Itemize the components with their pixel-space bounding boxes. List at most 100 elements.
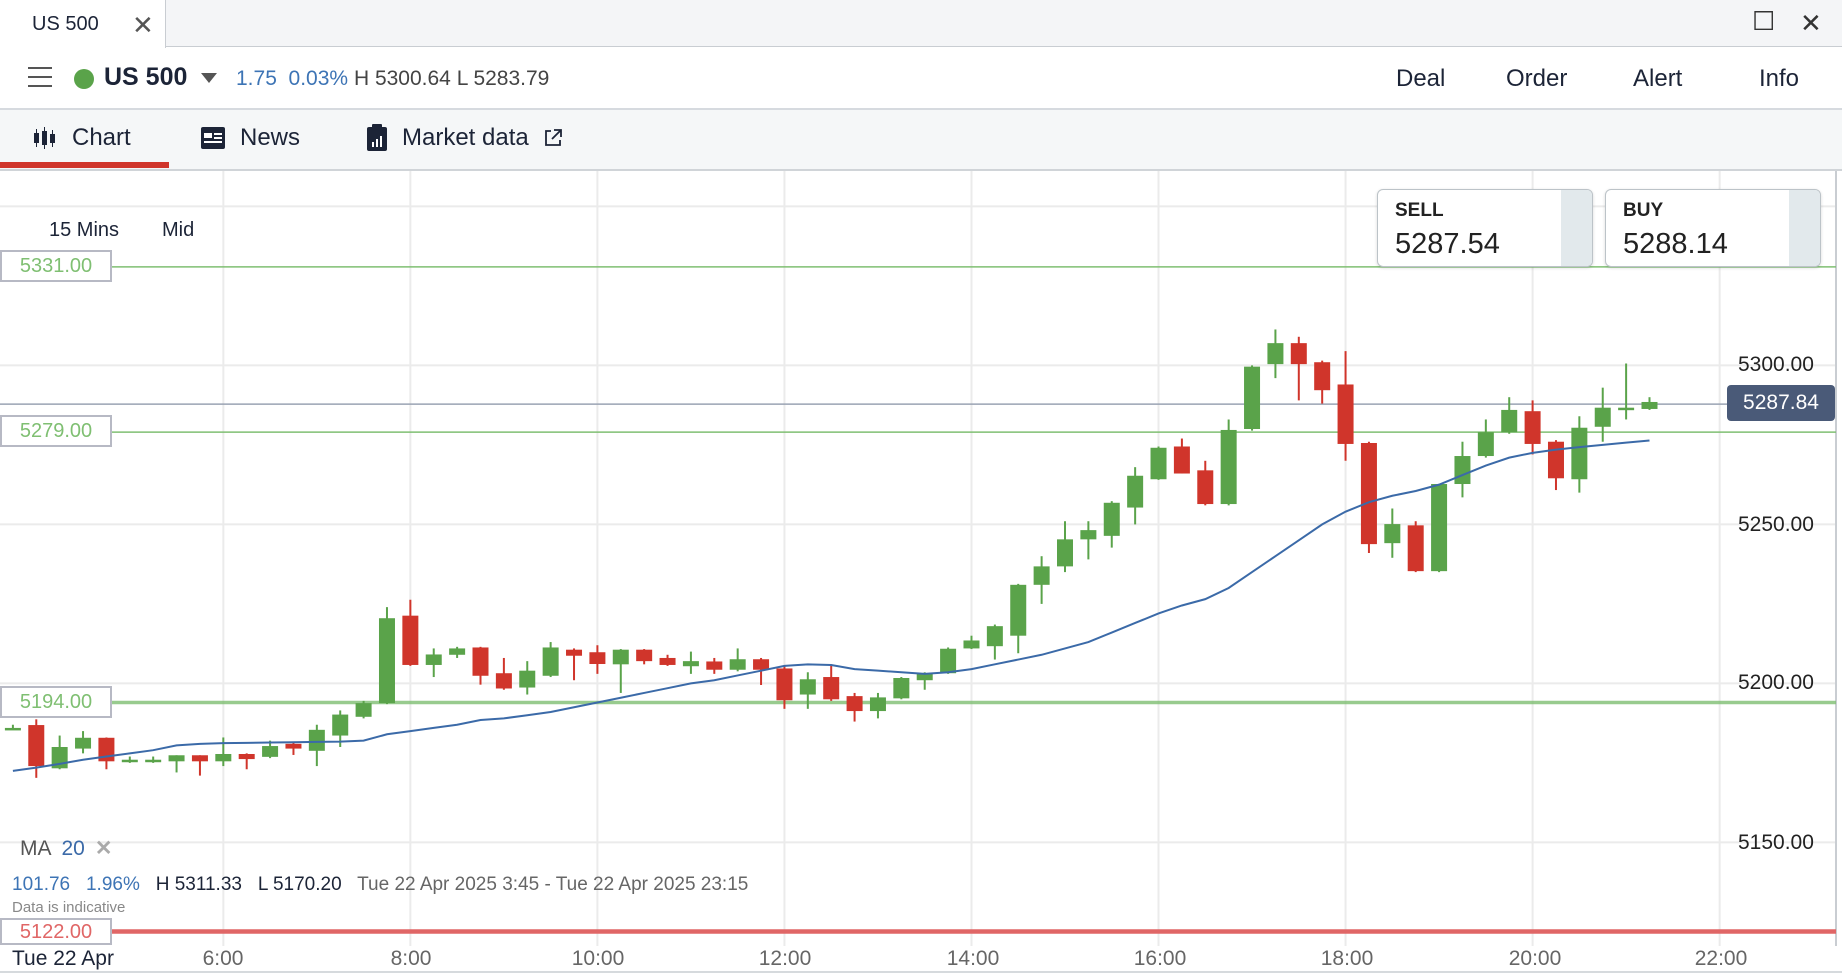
disclaimer: Data is indicative: [12, 899, 126, 916]
chevron-down-icon[interactable]: [201, 73, 217, 83]
level-label[interactable]: 5279.00: [0, 415, 112, 447]
candle-body: [1290, 343, 1307, 365]
range-dates: Tue 22 Apr 2025 3:45 - Tue 22 Apr 2025 2…: [357, 874, 749, 895]
price-type-selector[interactable]: Mid: [162, 219, 195, 241]
range-stats: 101.76 1.96% H 5311.33 L 5170.20 Tue 22 …: [12, 874, 748, 896]
candle-body: [566, 649, 583, 656]
x-tick-label: 12:00: [758, 947, 812, 970]
current-price-tag: 5287.84: [1727, 385, 1835, 421]
change-value: 1.75: [236, 67, 277, 90]
date-label: Tue 22 Apr: [10, 947, 116, 971]
newspaper-icon: [201, 127, 225, 149]
candle-body: [636, 649, 653, 662]
range-low: L 5170.20: [257, 874, 342, 895]
x-tick-label: 18:00: [1320, 947, 1374, 970]
buy-button[interactable]: BUY 5288.14: [1605, 189, 1821, 267]
candle-body: [1360, 442, 1377, 545]
candle-body: [1010, 584, 1027, 636]
candle-body: [425, 654, 442, 665]
close-icon[interactable]: ✕: [132, 10, 154, 40]
info-button[interactable]: Info: [1759, 65, 1800, 92]
candle-body: [823, 677, 840, 700]
price-chart[interactable]: [0, 171, 1842, 980]
y-tick-label: 5250.00: [1738, 513, 1814, 536]
level-label[interactable]: 5194.00: [0, 686, 112, 718]
alert-button[interactable]: Alert: [1633, 65, 1683, 92]
tab-us500[interactable]: US 500 ✕: [0, 0, 166, 48]
candle-body: [753, 659, 770, 670]
external-link-icon: [544, 129, 562, 146]
level-label[interactable]: 5122.00: [0, 918, 112, 945]
candle-body: [1431, 484, 1448, 572]
candle-body: [1641, 401, 1658, 409]
candle-body: [893, 677, 910, 699]
candle-body: [916, 673, 933, 681]
sell-button[interactable]: SELL 5287.54: [1377, 189, 1593, 267]
candle-body: [1244, 366, 1261, 429]
candle-body: [612, 649, 629, 665]
indicator-legend: MA 20 ✕: [20, 836, 112, 861]
candle-body: [1337, 384, 1354, 444]
candle-body: [986, 626, 1003, 647]
candle-body: [869, 697, 886, 712]
candle-body: [215, 753, 232, 762]
candle-body: [1197, 470, 1214, 505]
sell-side-panel: [1561, 190, 1592, 266]
deal-button[interactable]: Deal: [1396, 65, 1446, 92]
level-label[interactable]: 5331.00: [0, 250, 112, 282]
tab-chart[interactable]: Chart: [32, 124, 131, 152]
candle-body: [1618, 407, 1635, 411]
candle-body: [472, 647, 489, 676]
instrument-header: US 500 1.75 0.03% H 5300.64 L 5283.79 De…: [0, 47, 1842, 110]
candle-body: [963, 640, 980, 649]
candle-body: [1314, 362, 1331, 391]
candle-body: [706, 661, 723, 670]
candle-body: [1267, 343, 1284, 365]
candle-body: [145, 759, 162, 763]
range-change: 101.76: [12, 874, 71, 895]
x-tick-label: 14:00: [946, 947, 1000, 970]
market-status-icon: [74, 69, 94, 89]
candle-body: [1033, 566, 1050, 585]
candle-body: [75, 737, 92, 749]
active-tab-indicator: [0, 162, 169, 168]
tab-label: Market data: [402, 124, 529, 151]
candle-body: [4, 727, 21, 731]
candlestick-icon: [34, 127, 55, 149]
ma-line: [12, 439, 1650, 772]
candle-body: [1103, 502, 1120, 536]
sell-price: 5287.54: [1395, 228, 1500, 260]
order-button[interactable]: Order: [1506, 65, 1568, 92]
candle-body: [285, 743, 302, 749]
remove-indicator-icon[interactable]: ✕: [94, 837, 113, 860]
candle-body: [28, 725, 45, 767]
menu-icon[interactable]: [28, 67, 52, 87]
candle-body: [1173, 446, 1190, 474]
instrument-name[interactable]: US 500: [104, 63, 188, 91]
candle-body: [168, 755, 185, 762]
candle-body: [308, 729, 325, 751]
high-value: H 5300.64: [353, 67, 451, 90]
chart-background: [0, 171, 1842, 980]
maximize-icon[interactable]: ☐: [1752, 6, 1776, 36]
candle-body: [332, 714, 349, 736]
tab-news[interactable]: News: [200, 124, 300, 152]
y-tick-label: 5150.00: [1738, 831, 1814, 854]
buy-price: 5288.14: [1623, 228, 1728, 260]
axis-strip: [0, 946, 1842, 980]
indicator-period[interactable]: 20: [61, 836, 85, 860]
candle-body: [1150, 447, 1167, 480]
candle-body: [542, 647, 559, 676]
candle-body: [846, 696, 863, 712]
change-percent: 0.03%: [288, 67, 349, 90]
interval-selector[interactable]: 15 Mins: [49, 219, 120, 241]
x-tick-label: 22:00: [1694, 947, 1748, 970]
close-window-icon[interactable]: ✕: [1800, 8, 1822, 38]
candle-body: [589, 652, 606, 665]
tab-market-data[interactable]: Market data: [366, 124, 563, 152]
candle-body: [378, 618, 395, 704]
range-high: H 5311.33: [155, 874, 242, 895]
candle-body: [519, 670, 536, 688]
candle-body: [1384, 524, 1401, 544]
y-tick-label: 5300.00: [1738, 353, 1814, 376]
